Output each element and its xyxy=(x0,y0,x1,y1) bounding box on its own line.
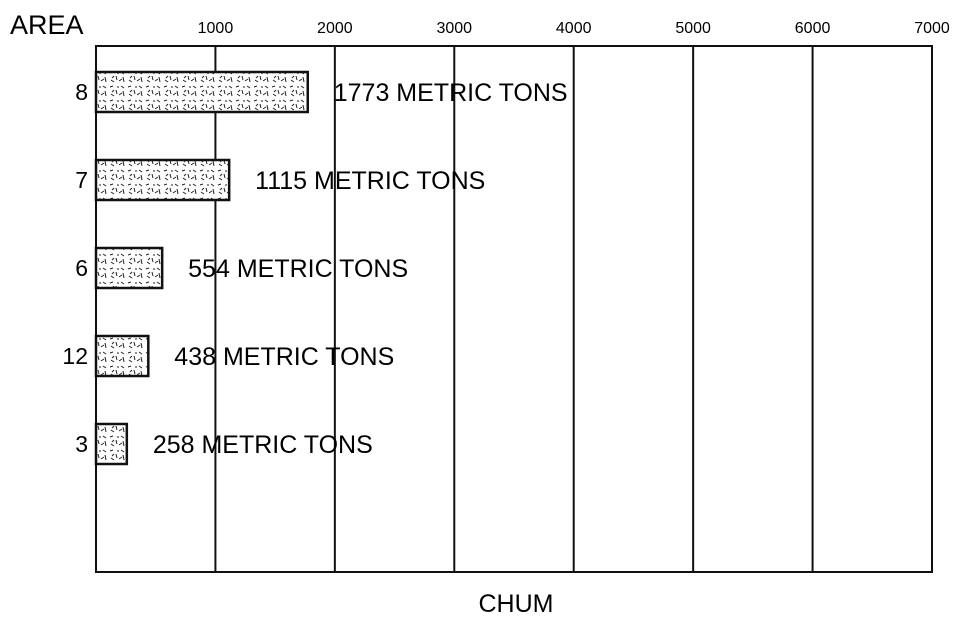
x-tick-label: 4000 xyxy=(556,20,592,37)
y-axis-title: AREA xyxy=(10,10,84,40)
category-label: 3 xyxy=(75,431,88,457)
bars xyxy=(94,70,309,466)
data-label: 258 METRIC TONS xyxy=(153,431,373,459)
data-label: 1115 METRIC TONS xyxy=(255,167,485,195)
data-labels: 1773 METRIC TONS 1115 METRIC TONS 554 METR… xyxy=(153,79,568,459)
data-label: 1773 METRIC TONS xyxy=(334,79,568,107)
bar xyxy=(94,246,164,290)
bar xyxy=(94,422,129,466)
grid-lines xyxy=(214,46,814,572)
category-label: 7 xyxy=(75,167,88,193)
category-label: 6 xyxy=(75,255,88,281)
x-tick-label: 3000 xyxy=(436,20,472,37)
category-label: 8 xyxy=(75,79,88,105)
x-axis-title: CHUM xyxy=(479,590,554,618)
x-tick-label: 6000 xyxy=(795,20,831,37)
plot-frame xyxy=(95,45,933,573)
data-label: 554 METRIC TONS xyxy=(188,255,408,283)
x-tick-labels: 1000 2000 3000 4000 5000 6000 7000 xyxy=(198,20,950,37)
data-label: 438 METRIC TONS xyxy=(174,343,394,371)
bar xyxy=(94,70,309,114)
x-tick-label: 7000 xyxy=(914,20,950,37)
category-label: 12 xyxy=(62,343,88,369)
bar xyxy=(94,158,231,202)
x-tick-label: 1000 xyxy=(198,20,234,37)
x-tick-label: 5000 xyxy=(675,20,711,37)
bar xyxy=(94,334,150,378)
x-tick-label: 2000 xyxy=(317,20,353,37)
category-labels: 8 7 6 12 3 xyxy=(62,79,88,457)
